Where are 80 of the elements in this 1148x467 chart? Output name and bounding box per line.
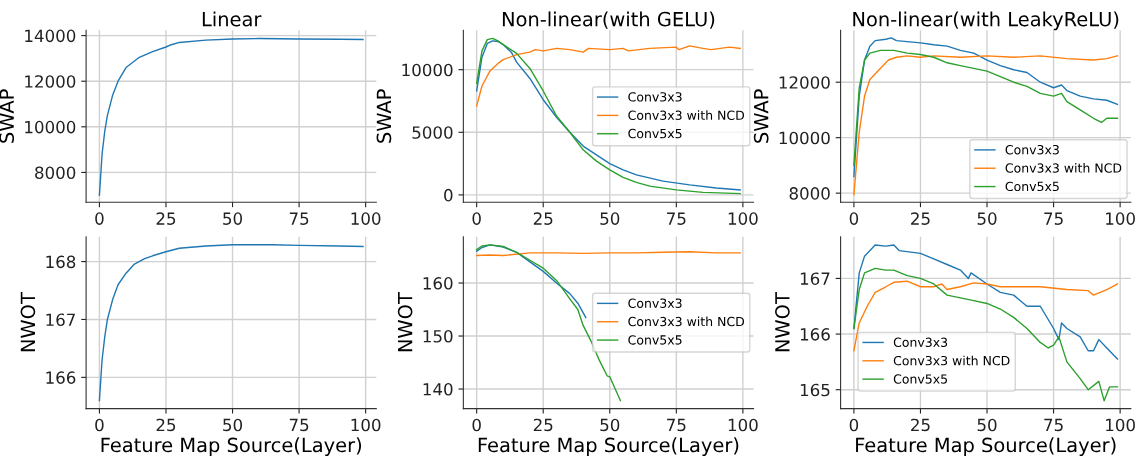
x-tick-label: 0 [95, 212, 104, 225]
x-tick-label: 100 [728, 212, 758, 225]
x-tick-label: 100 [351, 418, 381, 432]
x-tick-label: 50 [600, 418, 620, 432]
x-tick-label: 100 [1106, 418, 1135, 432]
y-tick-label: 166 [800, 328, 830, 341]
chart-title: Non-linear(with GELU) [502, 11, 715, 29]
y-axis-title: NWOT [397, 292, 413, 352]
y-tick-label: 140 [423, 382, 453, 396]
legend-label: Conv3x3 with NCD [628, 316, 745, 327]
x-tick-label: 25 [533, 212, 553, 225]
x-tick-label: 25 [911, 418, 930, 432]
y-axis-title: SWAP [753, 89, 769, 143]
x-tick-label: 75 [289, 418, 309, 432]
x-tick-label: 75 [667, 212, 686, 225]
x-axis-title: Feature Map Source(Layer) [101, 437, 362, 457]
y-tick-label: 8000 [789, 187, 830, 200]
legend-label: Conv5x5 [628, 335, 682, 345]
legend-label: Conv3x3 [1005, 144, 1059, 155]
legend-label: Conv5x5 [893, 374, 947, 384]
x-tick-label: 50 [977, 418, 997, 432]
legend-label: Conv3x3 [628, 92, 682, 102]
x-tick-label: 75 [667, 418, 686, 432]
chart-title: Linear [202, 11, 262, 27]
x-tick-label: 25 [533, 418, 553, 432]
y-tick-label: 10000 [779, 131, 830, 145]
legend-label: Conv3x3 with NCD [1005, 163, 1122, 173]
x-tick-label: 50 [223, 418, 243, 432]
line-series [98, 37, 364, 196]
y-axis-title: SWAP [376, 89, 392, 143]
line-series [98, 244, 364, 402]
x-tick-label: 25 [156, 212, 176, 225]
legend-label: Conv3x3 [628, 298, 682, 308]
y-tick-label: 165 [800, 383, 830, 397]
x-tick-label: 100 [1106, 212, 1135, 225]
chart-title: Non-linear(with LeakyReLU) [853, 11, 1119, 31]
legend-label: Conv3x3 with NCD [893, 355, 1010, 366]
x-tick-label: 0 [95, 418, 104, 432]
line-series [475, 244, 622, 402]
x-tick-label: 50 [977, 212, 997, 225]
x-tick-label: 50 [223, 212, 243, 225]
x-tick-label: 100 [728, 418, 758, 432]
x-tick-label: 0 [472, 418, 481, 432]
legend-label: Conv5x5 [628, 128, 682, 139]
y-tick-label: 168 [46, 255, 76, 269]
y-tick-label: 150 [423, 330, 453, 343]
y-axis-title: NWOT [20, 292, 36, 352]
x-tick-label: 75 [1044, 418, 1063, 432]
y-tick-label: 166 [46, 371, 76, 384]
line-series [853, 280, 1119, 352]
x-tick-label: 75 [289, 212, 309, 225]
x-axis-title: Feature Map Source(Layer) [856, 437, 1116, 457]
x-tick-label: 25 [911, 212, 930, 225]
y-tick-label: 0 [444, 188, 453, 202]
y-tick-label: 160 [423, 277, 453, 290]
line-series [475, 45, 741, 107]
y-tick-label: 10000 [402, 63, 453, 77]
y-tick-label: 8000 [35, 166, 76, 179]
x-tick-label: 0 [472, 212, 481, 225]
y-axis-title: SWAP [0, 89, 15, 143]
y-tick-label: 10000 [25, 120, 76, 134]
x-tick-label: 50 [600, 212, 620, 225]
legend-label: Conv3x3 with NCD [628, 110, 745, 120]
x-tick-label: 100 [351, 212, 381, 225]
line-series [853, 267, 1119, 402]
y-tick-label: 5000 [412, 126, 453, 139]
x-tick-label: 25 [156, 418, 176, 432]
x-axis-title: Feature Map Source(Layer) [478, 437, 739, 457]
y-tick-label: 167 [46, 313, 75, 327]
y-tick-label: 12000 [25, 75, 76, 88]
y-tick-label: 12000 [779, 76, 830, 89]
y-axis-title: NWOT [775, 292, 790, 352]
y-tick-label: 14000 [25, 29, 76, 43]
y-tick-label: 167 [800, 272, 830, 285]
line-series [475, 244, 587, 319]
x-tick-label: 75 [1044, 212, 1063, 225]
legend-label: Conv5x5 [1005, 181, 1059, 192]
legend-label: Conv3x3 [893, 337, 948, 348]
x-tick-label: 0 [849, 418, 859, 432]
x-tick-label: 0 [849, 212, 859, 225]
